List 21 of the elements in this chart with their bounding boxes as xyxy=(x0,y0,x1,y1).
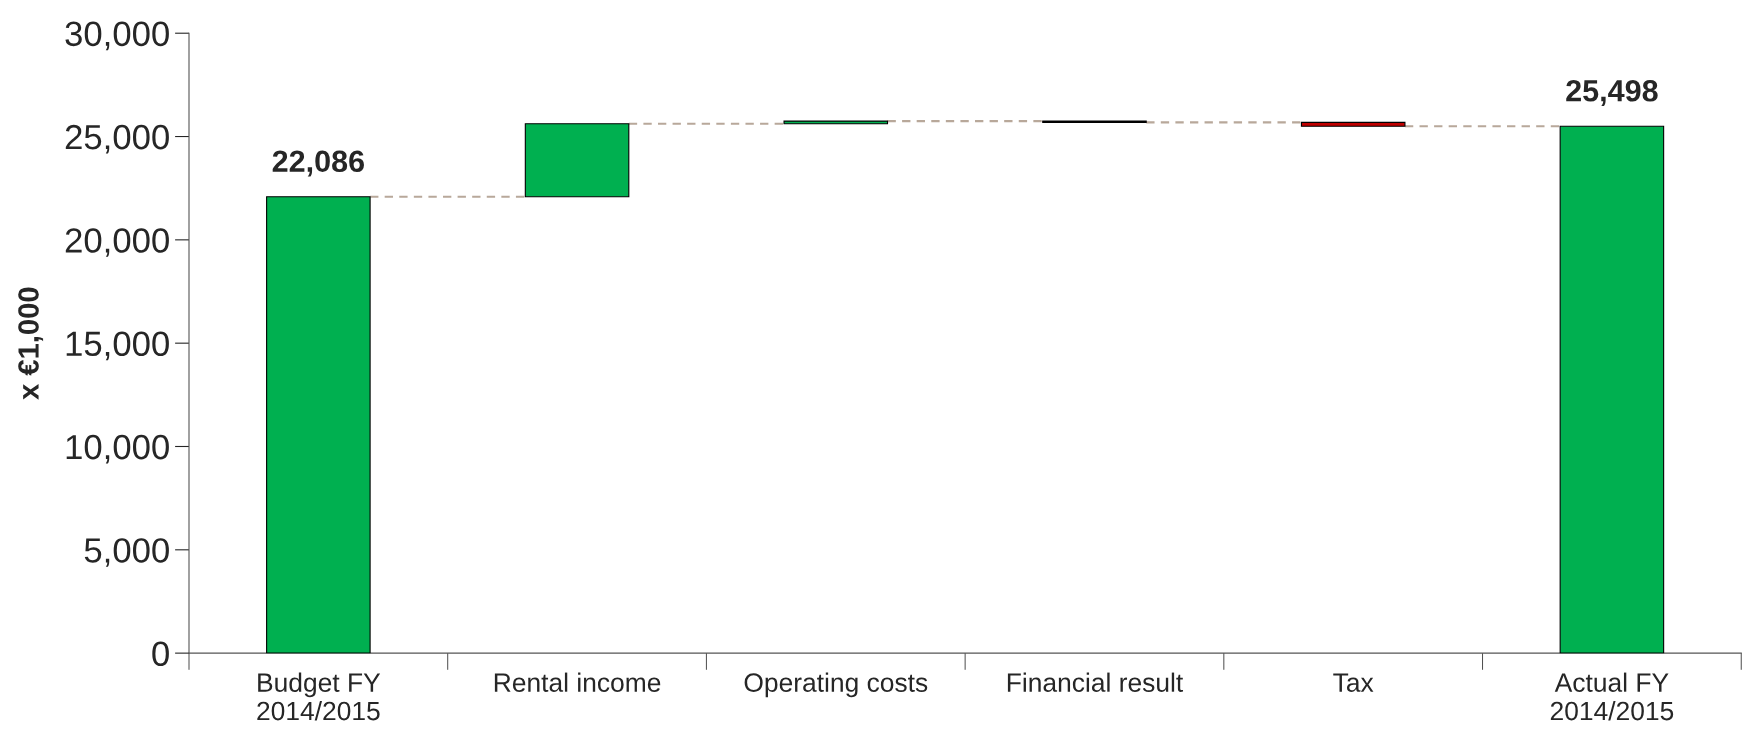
bar xyxy=(266,196,371,654)
x-tick-label: Financial result xyxy=(1007,672,1184,692)
y-tick-label: 0 xyxy=(152,641,169,667)
x-tick-label: Actual FY 2014/2015 xyxy=(1550,672,1674,721)
bar xyxy=(524,123,630,198)
x-tick-label: Budget FY 2014/2015 xyxy=(257,672,381,721)
y-tick-label: 5,000 xyxy=(84,538,169,567)
y-axis-title: x €1,000 xyxy=(18,287,44,400)
y-tick-label: 20,000 xyxy=(65,228,169,257)
y-tick-label: 10,000 xyxy=(66,434,169,464)
bar xyxy=(783,120,889,125)
y-tick-label: 15,000 xyxy=(66,331,169,361)
y-tick-label: 25,000 xyxy=(65,124,169,154)
bar xyxy=(1559,125,1665,654)
x-tick-label: Operating costs xyxy=(744,672,928,698)
x-tick-label: Rental income xyxy=(494,672,661,692)
bar xyxy=(1300,121,1406,127)
x-tick-label: Tax xyxy=(1333,673,1374,692)
y-tick-label: 30,000 xyxy=(65,21,169,51)
data-label: 25,498 xyxy=(1566,79,1658,107)
data-label: 22,086 xyxy=(272,150,364,177)
